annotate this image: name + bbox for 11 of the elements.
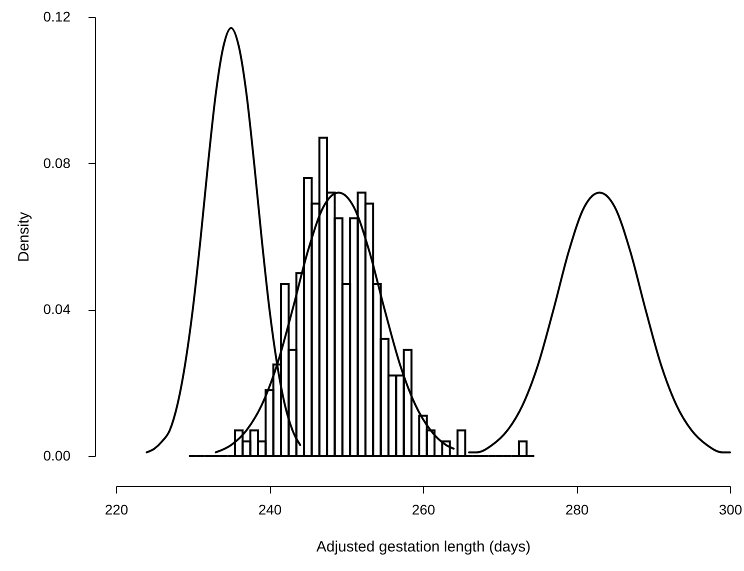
x-axis-title: Adjusted gestation length (days): [316, 538, 531, 556]
y-tick-label: 0.12: [43, 8, 71, 24]
y-axis-title: Density: [15, 212, 32, 262]
y-tick-label: 0.08: [43, 154, 71, 171]
y-tick-label: 0.00: [43, 448, 71, 464]
x-tick-label: 220: [104, 502, 128, 518]
x-tick-label: 260: [412, 502, 436, 518]
x-tick-label: 240: [258, 502, 282, 518]
y-tick-label: 0.04: [43, 301, 71, 318]
x-tick-label: 280: [565, 502, 589, 518]
x-tick-label: 300: [718, 502, 742, 518]
